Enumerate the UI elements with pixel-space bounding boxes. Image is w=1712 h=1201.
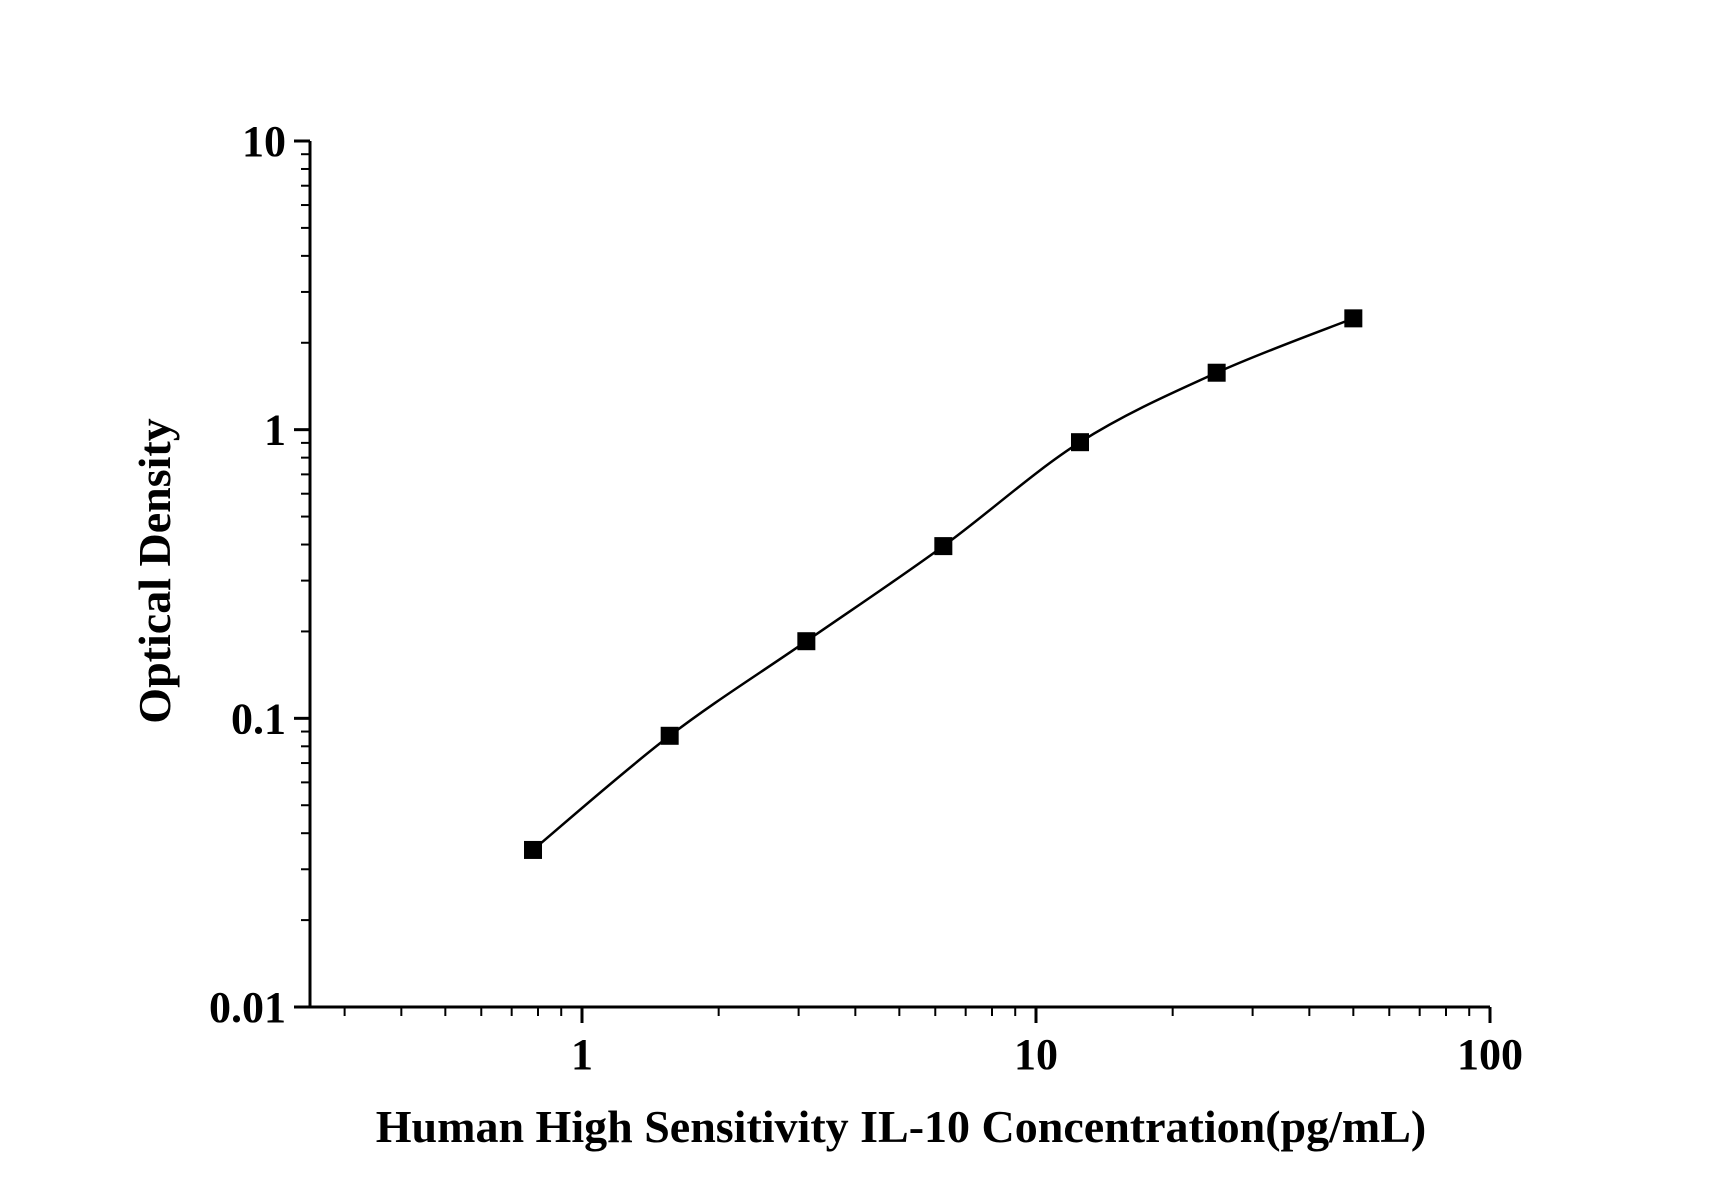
- data-point: [524, 840, 543, 859]
- x-tick-label: 10: [1014, 1030, 1058, 1079]
- data-point: [1070, 433, 1089, 452]
- data-point: [1207, 363, 1226, 382]
- data-series: [524, 309, 1363, 859]
- data-point: [797, 632, 816, 651]
- tick-marks: [294, 139, 1492, 1023]
- fit-curve-line: [532, 317, 1354, 851]
- x-axis-title: Human High Sensitivity IL-10 Concentrati…: [376, 1101, 1426, 1152]
- y-tick-label: 10: [242, 117, 286, 166]
- y-tick-label: 1: [264, 406, 286, 455]
- data-point: [1344, 309, 1363, 328]
- data-point: [934, 537, 953, 556]
- data-point: [660, 726, 679, 745]
- x-tick-label: 1: [571, 1030, 593, 1079]
- y-tick-label: 0.1: [231, 694, 286, 743]
- tick-labels: 0.01 0.1 1 10 1 10 100: [209, 117, 1523, 1079]
- y-axis-title: Optical Density: [129, 418, 180, 723]
- x-tick-label: 100: [1457, 1030, 1523, 1079]
- y-tick-label: 0.01: [209, 983, 286, 1032]
- axes: [308, 141, 1490, 1009]
